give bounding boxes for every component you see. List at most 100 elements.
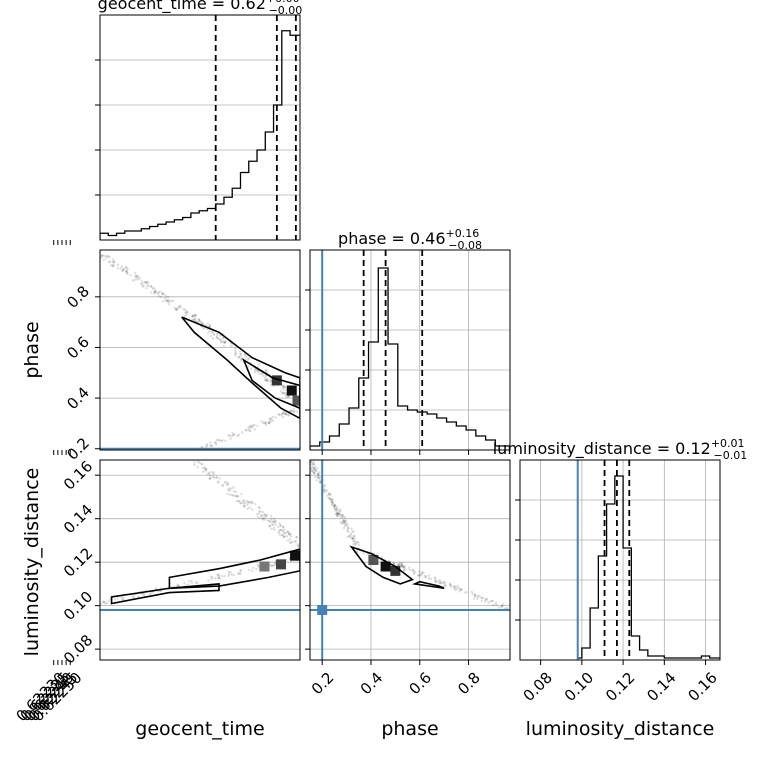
sample-point — [209, 441, 212, 444]
sample-point — [255, 567, 258, 571]
sample-point — [193, 461, 196, 464]
sample-point — [215, 477, 219, 480]
sample-point — [400, 565, 403, 568]
sample-point — [418, 570, 421, 574]
sample-point — [458, 590, 461, 593]
sample-point — [318, 480, 321, 484]
sample-point — [196, 466, 199, 469]
sample-point — [284, 413, 288, 416]
sample-point — [247, 568, 251, 572]
sample-point — [209, 474, 212, 478]
sample-point — [165, 299, 169, 302]
sample-point — [206, 472, 209, 476]
sample-point — [231, 343, 234, 347]
sample-point — [333, 506, 336, 509]
sample-point — [263, 517, 266, 520]
sample-point — [168, 302, 171, 306]
sample-point — [102, 600, 106, 604]
sample-point — [191, 314, 194, 318]
sample-point — [176, 583, 180, 587]
sample-point — [129, 273, 132, 277]
sample-point — [392, 562, 395, 565]
sample-point — [211, 576, 214, 579]
sample-point — [237, 499, 240, 503]
sample-point — [471, 592, 475, 595]
sample-point — [209, 334, 213, 338]
sample-point — [341, 513, 345, 517]
sample-point — [134, 276, 138, 279]
sample-point — [283, 385, 287, 389]
sample-point — [357, 543, 360, 547]
contour-line — [412, 580, 445, 590]
sample-point — [269, 564, 272, 567]
sample-point — [208, 325, 212, 328]
sample-point — [212, 476, 215, 479]
sample-point — [165, 299, 169, 302]
sample-point — [318, 476, 321, 479]
sample-point — [444, 584, 448, 587]
contour-line — [242, 358, 300, 410]
sample-point — [234, 354, 237, 357]
sample-point — [194, 314, 197, 318]
sample-point — [250, 500, 253, 503]
sample-point — [313, 472, 316, 475]
sample-point — [316, 473, 320, 476]
sample-point — [200, 462, 203, 466]
sample-point — [121, 269, 125, 272]
sample-point — [261, 374, 265, 377]
sample-point — [281, 525, 285, 528]
sample-point — [402, 565, 405, 569]
sample-point — [294, 540, 298, 543]
sample-point — [239, 572, 242, 575]
sample-point — [154, 290, 158, 294]
sample-point — [408, 566, 411, 569]
sample-point — [279, 529, 282, 532]
sample-point — [330, 500, 333, 504]
sample-point — [401, 565, 405, 568]
sample-point — [268, 520, 272, 523]
sample-point — [313, 472, 316, 475]
sample-point — [232, 494, 235, 497]
sample-point — [324, 490, 327, 494]
sample-point — [250, 502, 253, 505]
sample-point — [178, 305, 181, 308]
sample-point — [454, 588, 458, 592]
sample-point — [247, 425, 250, 428]
panel-luminosity_distance-vs-geocent_time: 0.622300.622350.622400.622450.622500.080… — [12, 457, 301, 725]
sample-point — [355, 540, 358, 544]
sample-point — [238, 500, 241, 503]
sample-point — [293, 410, 296, 413]
density-block — [368, 555, 379, 565]
sample-point — [270, 523, 274, 526]
sample-point — [251, 424, 255, 427]
sample-point — [261, 517, 264, 521]
sample-point — [453, 585, 456, 588]
sample-point — [248, 429, 252, 433]
sample-point — [141, 282, 144, 285]
sample-point — [427, 574, 431, 577]
panel-frame — [309, 249, 511, 451]
sample-point — [193, 463, 196, 467]
sample-point — [452, 586, 456, 589]
sample-point — [191, 315, 194, 318]
sample-point — [149, 285, 153, 288]
sample-point — [460, 588, 464, 592]
sample-point — [273, 563, 277, 566]
sample-point — [272, 564, 276, 567]
sample-point — [271, 520, 274, 524]
sample-point — [332, 504, 336, 508]
sample-point — [281, 529, 285, 533]
density-block — [390, 565, 401, 576]
sample-point — [252, 566, 255, 570]
sample-point — [488, 599, 492, 603]
sample-point — [208, 471, 211, 474]
sample-point — [140, 282, 143, 286]
sample-point — [198, 461, 201, 464]
sample-point — [310, 460, 313, 463]
sample-point — [243, 505, 246, 508]
sample-point — [215, 333, 219, 337]
panel-plot-area — [100, 254, 300, 450]
sample-point — [392, 562, 396, 565]
ylabel-luminosity_distance: luminosity_distance — [21, 468, 43, 657]
sample-point — [208, 329, 211, 333]
